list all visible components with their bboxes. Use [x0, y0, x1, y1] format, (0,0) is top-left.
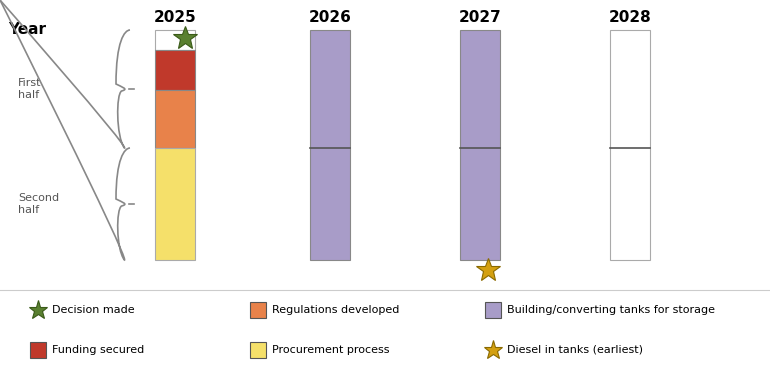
Bar	[155, 148, 195, 260]
Bar	[310, 30, 350, 260]
Bar	[460, 30, 500, 260]
Bar	[30, 342, 46, 358]
Text: Year: Year	[8, 22, 46, 37]
Text: 2028: 2028	[608, 11, 651, 25]
Text: 2027: 2027	[459, 11, 501, 25]
Bar	[250, 302, 266, 318]
Bar	[155, 30, 195, 50]
Text: Diesel in tanks (earliest): Diesel in tanks (earliest)	[507, 345, 643, 355]
Text: Decision made: Decision made	[52, 305, 135, 315]
Bar	[155, 50, 195, 90]
Bar	[155, 90, 195, 148]
Text: Building/converting tanks for storage: Building/converting tanks for storage	[507, 305, 715, 315]
Text: First
half: First half	[18, 78, 42, 100]
Bar	[485, 302, 501, 318]
Text: 2025: 2025	[154, 11, 196, 25]
Bar	[610, 30, 650, 260]
Text: 2026: 2026	[309, 11, 351, 25]
Text: Procurement process: Procurement process	[272, 345, 390, 355]
Text: Regulations developed: Regulations developed	[272, 305, 400, 315]
Text: Funding secured: Funding secured	[52, 345, 144, 355]
Text: Second
half: Second half	[18, 193, 59, 215]
Bar	[250, 342, 266, 358]
